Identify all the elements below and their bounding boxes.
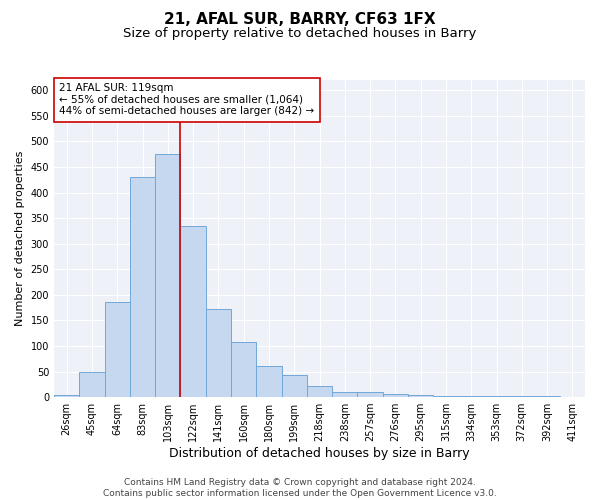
Bar <box>458 396 484 397</box>
Bar <box>54 394 79 397</box>
Text: Size of property relative to detached houses in Barry: Size of property relative to detached ho… <box>124 28 476 40</box>
Bar <box>155 154 181 397</box>
Bar <box>433 396 458 397</box>
Bar <box>332 392 358 397</box>
X-axis label: Distribution of detached houses by size in Barry: Distribution of detached houses by size … <box>169 447 470 460</box>
Text: 21 AFAL SUR: 119sqm
← 55% of detached houses are smaller (1,064)
44% of semi-det: 21 AFAL SUR: 119sqm ← 55% of detached ho… <box>59 83 314 116</box>
Text: 21, AFAL SUR, BARRY, CF63 1FX: 21, AFAL SUR, BARRY, CF63 1FX <box>164 12 436 28</box>
Bar <box>130 177 155 397</box>
Bar <box>307 386 332 397</box>
Bar <box>509 396 535 397</box>
Bar <box>408 394 433 397</box>
Bar <box>231 342 256 397</box>
Bar <box>206 309 231 397</box>
Bar <box>484 396 509 397</box>
Y-axis label: Number of detached properties: Number of detached properties <box>15 151 25 326</box>
Bar <box>535 396 560 397</box>
Bar <box>383 394 408 397</box>
Bar <box>358 392 383 397</box>
Bar <box>256 366 281 397</box>
Bar <box>181 226 206 397</box>
Bar <box>104 302 130 397</box>
Bar <box>281 375 307 397</box>
Bar <box>560 396 585 397</box>
Text: Contains HM Land Registry data © Crown copyright and database right 2024.
Contai: Contains HM Land Registry data © Crown c… <box>103 478 497 498</box>
Bar <box>79 372 104 397</box>
